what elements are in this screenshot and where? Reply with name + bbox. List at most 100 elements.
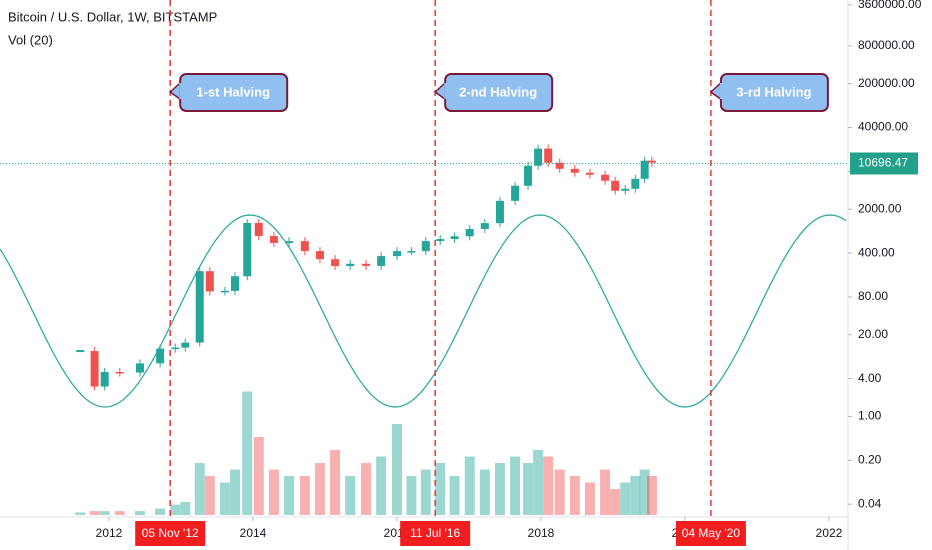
candle — [524, 165, 533, 186]
y-tick-label: 3600000.00 — [858, 0, 922, 11]
candle — [631, 178, 640, 189]
candle — [640, 160, 649, 179]
chart-title: Bitcoin / U.S. Dollar, 1W, BITSTAMP — [8, 9, 217, 24]
volume-bar — [569, 476, 580, 515]
callout-joint — [444, 83, 449, 99]
volume-bar — [406, 476, 417, 515]
volume-bar — [494, 463, 505, 515]
candle — [171, 347, 180, 350]
halving-date: 05 Nov '12 — [142, 526, 199, 540]
candle — [647, 160, 656, 163]
candle — [407, 251, 416, 253]
volume-bar — [639, 469, 650, 515]
volume-bar — [610, 489, 621, 515]
candle — [480, 223, 489, 229]
volume-bar — [510, 456, 521, 515]
candle — [511, 185, 520, 201]
candle — [465, 228, 474, 237]
x-tick-label: 2014 — [240, 526, 267, 540]
candle — [195, 271, 204, 343]
y-tick-label: 4.00 — [858, 371, 882, 385]
volume-bar — [630, 476, 641, 515]
volume-bar — [376, 456, 387, 515]
candle — [601, 174, 610, 181]
volume-bar — [114, 511, 125, 515]
candle — [331, 259, 340, 267]
candle — [254, 222, 263, 237]
candle — [436, 239, 445, 242]
callout-label: 3-rd Halving — [736, 84, 811, 99]
halving-date-box — [135, 521, 206, 546]
volume-bar — [543, 456, 554, 515]
cycle-wave — [0, 214, 847, 408]
candle — [611, 180, 620, 191]
volume-bar — [219, 482, 230, 515]
candle — [231, 276, 240, 291]
candle — [555, 162, 564, 169]
volume-bar — [155, 508, 166, 515]
candle — [421, 241, 430, 252]
volume-bar — [299, 476, 310, 515]
volume-bar — [134, 511, 145, 515]
y-tick-label: 40000.00 — [858, 120, 908, 134]
candle — [377, 256, 386, 266]
candle — [534, 148, 543, 166]
volume-bar — [204, 476, 215, 515]
callout-joint — [179, 83, 184, 99]
y-tick-label: 0.04 — [858, 496, 882, 510]
candle — [621, 188, 630, 191]
candle — [495, 200, 504, 224]
volume-bar — [449, 476, 460, 515]
volume-bar — [314, 463, 325, 515]
halving-date: 04 May '20 — [682, 526, 741, 540]
x-tick-label: 2012 — [96, 526, 123, 540]
candle — [243, 222, 252, 277]
candle — [300, 241, 309, 252]
volume-bar — [268, 469, 279, 515]
volume-bar — [523, 463, 534, 515]
y-tick-label: 1.00 — [858, 409, 882, 423]
volume-bar — [420, 469, 431, 515]
callout-label: 2-nd Halving — [459, 84, 537, 99]
callout-label: 1-st Halving — [196, 84, 270, 99]
candle — [76, 350, 85, 353]
volume-bar — [646, 476, 657, 515]
volume-bar — [620, 482, 631, 515]
halving-date: 11 Jul '16 — [410, 526, 460, 540]
volume-bar — [479, 469, 490, 515]
candle — [220, 290, 229, 293]
volume-bar — [361, 463, 372, 515]
candle — [181, 342, 190, 348]
y-tick-label: 2000.00 — [858, 201, 902, 215]
candle — [450, 236, 459, 240]
callout-joint — [719, 83, 724, 99]
candle — [315, 251, 324, 260]
volume-bar — [330, 450, 341, 515]
volume-bar — [194, 463, 205, 515]
volume-bar — [99, 511, 110, 515]
volume-bar — [75, 512, 86, 515]
volume-bar — [170, 504, 181, 515]
candle — [346, 263, 355, 267]
volume-bar — [253, 437, 264, 515]
y-tick-label: 80.00 — [858, 289, 888, 303]
candle — [585, 172, 594, 175]
candle — [269, 236, 278, 244]
candle — [285, 241, 294, 244]
y-tick-label: 200000.00 — [858, 76, 915, 90]
volume-bar — [89, 511, 100, 515]
halving-date-box — [400, 521, 471, 546]
y-tick-label: 0.20 — [858, 452, 882, 466]
last-price-label: 10696.47 — [858, 156, 908, 170]
volume-bar — [392, 424, 403, 515]
volume-legend: Vol (20) — [8, 32, 53, 47]
candle — [362, 263, 371, 266]
volume-bar — [345, 476, 356, 515]
halving-date-box — [675, 521, 746, 546]
volume-bar — [584, 482, 595, 515]
volume-bar — [230, 469, 241, 515]
candle — [544, 148, 553, 163]
volume-bar — [464, 456, 475, 515]
x-tick-label: 2018 — [528, 526, 555, 540]
